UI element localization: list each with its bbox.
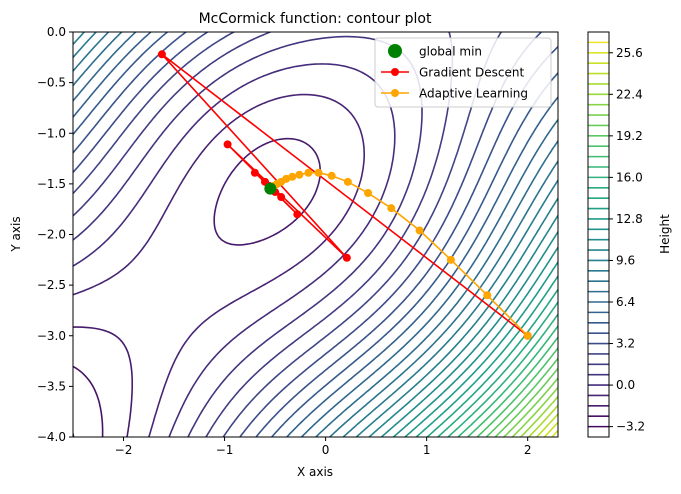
colorbar-tick-label: 12.8: [616, 212, 643, 226]
series-marker: [446, 255, 455, 264]
x-axis-label: X axis: [297, 465, 333, 479]
series-layer: [157, 50, 532, 340]
contour-level: [535, 413, 558, 437]
contour-level: [392, 246, 558, 437]
series-marker: [157, 50, 166, 59]
contour-level: [426, 288, 558, 437]
series-marker: [295, 170, 304, 179]
chart-title: McCormick function: contour plot: [199, 11, 432, 27]
y-tick-label: −1.5: [37, 177, 66, 191]
x-tick-label: −1: [216, 443, 234, 457]
y-tick-label: 0.0: [47, 25, 66, 39]
colorbar-tick-label: 6.4: [616, 295, 635, 309]
y-tick-label: −4.0: [37, 430, 66, 444]
series-marker: [250, 168, 259, 177]
legend: global min Gradient Descent Adaptive Learn…: [374, 37, 552, 108]
contour-level: [415, 275, 558, 437]
series-marker: [327, 171, 336, 180]
legend-label: Gradient Descent: [419, 66, 525, 80]
y-tick-label: −3.5: [37, 379, 66, 393]
colorbar: 25.6 22.4 19.2 16.0 12.8 9.6 6.4 3.2 0.0 −3.2: [587, 31, 645, 438]
series-marker: [415, 226, 424, 235]
series-marker: [483, 291, 492, 300]
contour-level: [447, 313, 558, 437]
contour-level: [503, 377, 558, 437]
x-tick-label: 0: [322, 443, 330, 457]
colorbar-tick-label: −3.2: [616, 420, 645, 434]
global-min-marker: [264, 182, 277, 195]
contour-level: [551, 429, 558, 437]
contour-level: [73, 32, 558, 437]
colorbar-tick-label: 22.4: [616, 87, 643, 101]
series-marker: [343, 177, 352, 186]
colorbar-tick-label: 16.0: [616, 170, 643, 184]
contour-level: [494, 367, 558, 437]
legend-label: global min: [419, 45, 482, 59]
x-tick-label: −2: [115, 443, 133, 457]
series-marker: [304, 168, 313, 177]
colorbar-label: Height: [658, 214, 672, 254]
contour-level: [519, 395, 558, 437]
series-marker: [223, 140, 232, 149]
series-marker: [342, 253, 351, 262]
contour-level: [73, 32, 558, 437]
colorbar-tick-label: 19.2: [616, 129, 643, 143]
contour-level: [457, 325, 558, 437]
colorbar-tick-label: 25.6: [616, 46, 643, 60]
x-tick-label: 2: [524, 443, 532, 457]
series-marker: [387, 204, 396, 213]
legend-box: [374, 37, 552, 108]
contour-level: [73, 32, 558, 437]
contour-level: [466, 336, 558, 437]
colorbar-tick-label: 9.6: [616, 253, 635, 267]
series-marker: [293, 210, 302, 219]
legend-marker: [391, 89, 399, 97]
colorbar-tick-label: 3.2: [616, 337, 635, 351]
colorbar-frame: [587, 31, 610, 438]
contour-lines: [73, 32, 558, 437]
series-marker: [314, 168, 323, 177]
x-tick-label: 1: [423, 443, 431, 457]
y-tick-label: −2.0: [37, 228, 66, 242]
contour-level: [73, 32, 502, 437]
series-marker: [288, 172, 297, 181]
y-tick-label: −3.0: [37, 329, 66, 343]
contour-level: [73, 32, 558, 437]
legend-marker: [388, 44, 402, 58]
contour-level: [73, 32, 454, 437]
contour-level: [73, 93, 365, 437]
contour-level: [73, 32, 558, 437]
y-axis-label: Y axis: [9, 216, 23, 252]
contour-level: [476, 347, 558, 437]
contour-level: [73, 32, 558, 437]
colorbar-tick-label: 0.0: [616, 378, 635, 392]
contour-level: [380, 231, 558, 437]
series-marker: [364, 188, 373, 197]
contour-level: [73, 365, 104, 437]
y-tick-label: −0.5: [37, 76, 66, 90]
legend-label: Adaptive Learning: [419, 87, 528, 101]
series-marker: [277, 193, 286, 202]
series-marker: [523, 331, 532, 340]
legend-marker: [391, 68, 399, 76]
y-axis-ticks: 0.0 −0.5 −1.0 −1.5 −2.0 −2.5 −3.0 −3.5 −4.0: [37, 25, 73, 444]
y-tick-label: −1.0: [37, 126, 66, 140]
y-tick-label: −2.5: [37, 278, 66, 292]
x-axis-ticks: −2 −1 0 1 2: [115, 437, 532, 457]
